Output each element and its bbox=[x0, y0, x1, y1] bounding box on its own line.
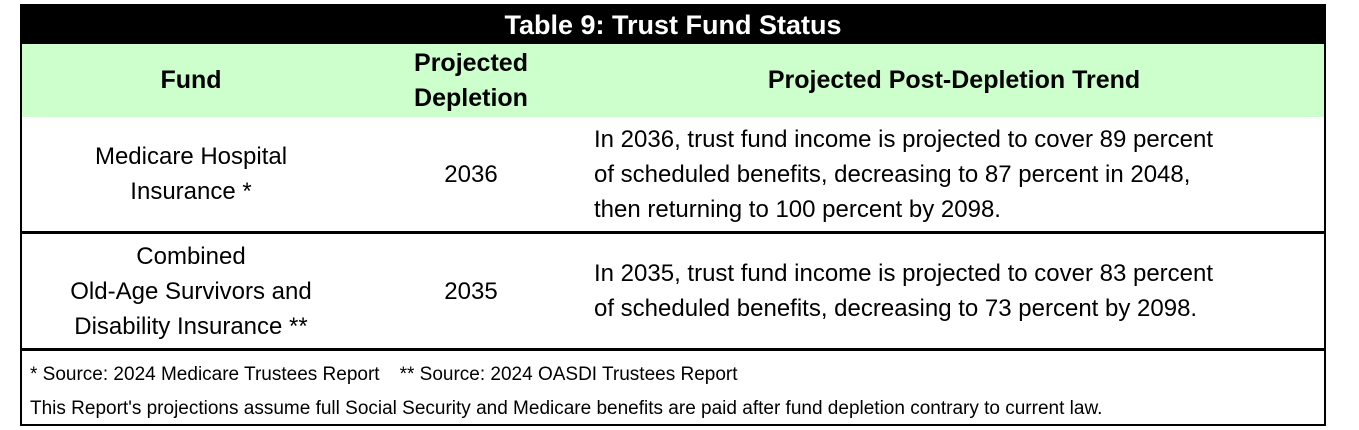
table-header-row: Fund Projected Depletion Projected Post-… bbox=[22, 44, 1324, 117]
footer-divider bbox=[22, 348, 1324, 351]
header-fund: Fund bbox=[160, 66, 222, 94]
footnote-sources: * Source: 2024 Medicare Trustees Report *… bbox=[30, 364, 738, 386]
footnote-oasdi-source: ** Source: 2024 OASDI Trustees Report bbox=[399, 364, 738, 385]
trend-cell: In 2035, trust fund income is projected … bbox=[594, 260, 1214, 322]
footnote-assumption: This Report's projections assume full So… bbox=[30, 398, 1103, 419]
fund-name-cell: Combined Old-Age Survivors and Disabilit… bbox=[70, 242, 312, 340]
header-post-depletion-trend: Projected Post-Depletion Trend bbox=[767, 66, 1141, 94]
trend-cell: In 2036, trust fund income is projected … bbox=[594, 125, 1214, 223]
table-title: Table 9: Trust Fund Status bbox=[22, 6, 1324, 44]
table-row: Medicare Hospital Insurance * 2036 In 20… bbox=[22, 117, 1324, 231]
header-projected-depletion: Projected Depletion bbox=[414, 48, 528, 112]
depletion-year-cell: 2036 bbox=[444, 160, 498, 188]
row-divider bbox=[22, 231, 1324, 234]
footnote-medicare-source: * Source: 2024 Medicare Trustees Report bbox=[30, 364, 380, 385]
fund-name-cell: Medicare Hospital Insurance * bbox=[94, 143, 288, 205]
depletion-year-cell: 2035 bbox=[444, 277, 498, 305]
trust-fund-table: Table 9: Trust Fund Status Fund Projecte… bbox=[20, 4, 1326, 426]
table-row: Combined Old-Age Survivors and Disabilit… bbox=[22, 234, 1324, 348]
